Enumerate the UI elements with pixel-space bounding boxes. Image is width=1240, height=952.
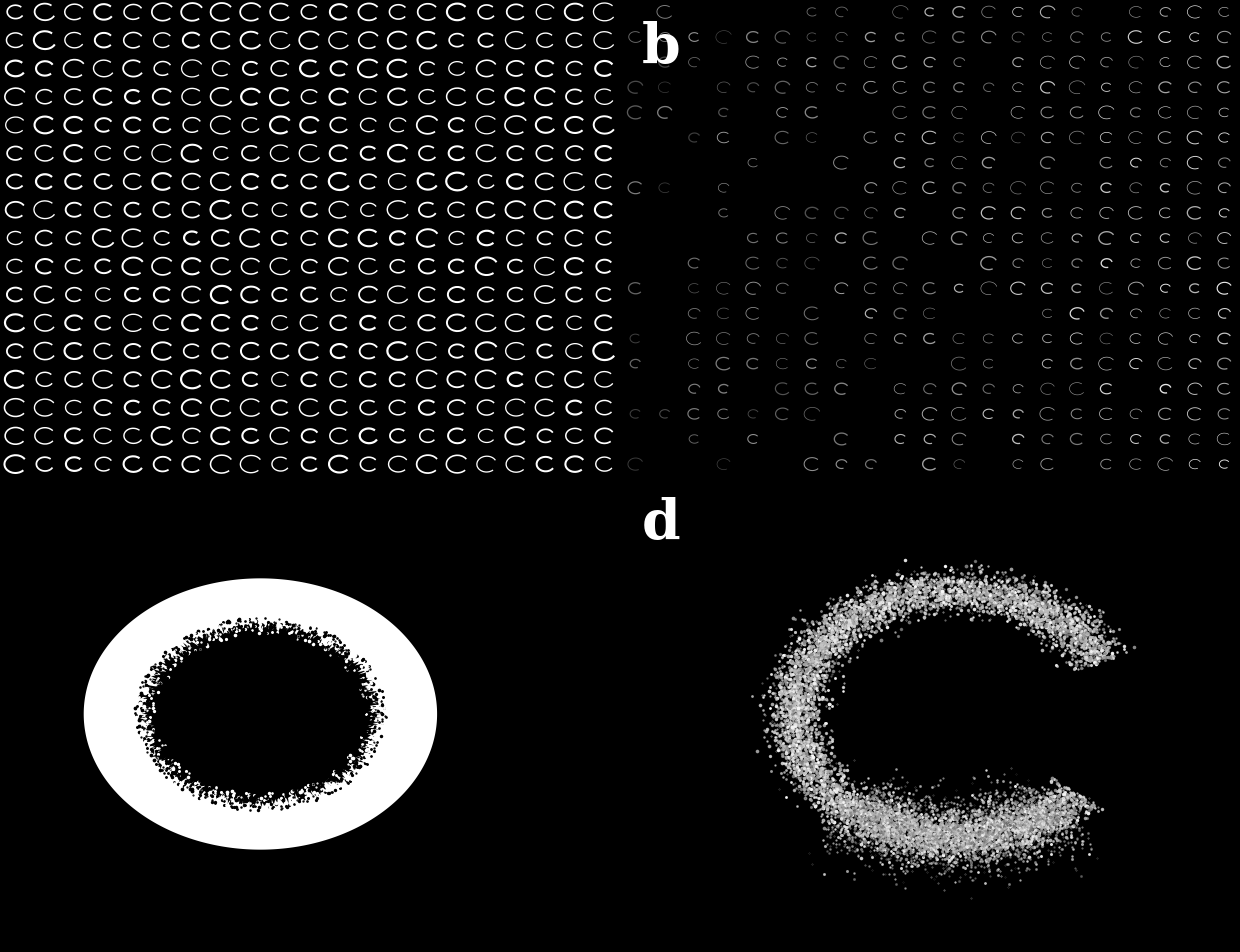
Polygon shape: [139, 621, 382, 807]
Polygon shape: [84, 579, 436, 849]
Text: b: b: [642, 22, 681, 76]
Text: d: d: [642, 497, 681, 552]
